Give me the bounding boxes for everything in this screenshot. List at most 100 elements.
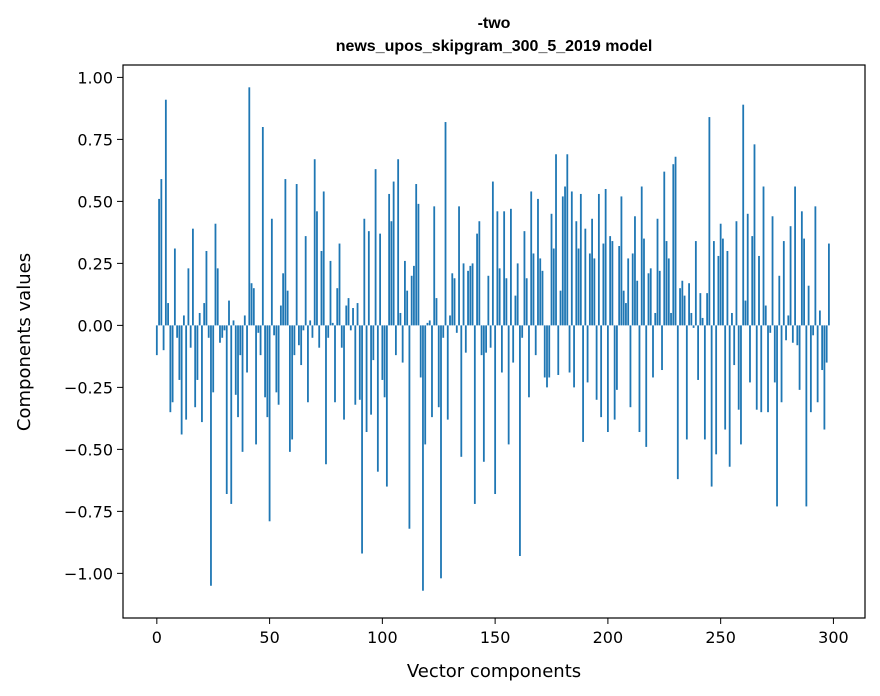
bar-84 [345,305,348,326]
y-axis-ticks: 1.00 0.75 0.50 0.25 0.00 −0.25 −0.50 −0.75 −1.00 [64,68,123,583]
y-tick-label: −0.75 [64,502,113,521]
bar-118 [422,325,424,591]
bar-286 [800,211,803,326]
bar-165 [528,325,530,398]
bar-210 [629,325,632,408]
bar-251 [722,238,724,326]
bar-94 [367,231,370,326]
bar-273 [771,216,774,326]
bar-244 [706,293,709,326]
y-tick-label: −0.25 [64,378,113,397]
bar-209 [627,258,630,326]
bar-108 [399,312,402,326]
bar-46 [259,325,262,356]
bar-296 [823,325,826,430]
y-tick-label: 0.25 [77,254,113,273]
bar-212 [634,216,636,326]
bar-41 [248,87,251,326]
bar-183 [568,325,571,373]
bar-240 [697,325,699,380]
bar-218 [647,273,650,326]
bar-202 [611,241,614,326]
bar-77 [329,260,332,326]
bar-274 [773,325,776,383]
bar-168 [534,325,537,356]
x-tick-label: 0 [152,628,162,647]
bar-135 [460,325,463,457]
bar-288 [805,325,808,507]
bar-242 [701,317,704,326]
bar-161 [519,325,521,556]
bar-124 [435,298,438,326]
bars-group [155,87,830,591]
bar-154 [503,211,506,326]
bar-198 [602,243,605,326]
bar-194 [593,258,596,326]
bar-174 [548,325,551,378]
bar-193 [591,218,593,326]
bar-47 [261,127,264,326]
bar-164 [525,278,528,326]
bar-5 [167,303,169,326]
bar-55 [279,305,282,326]
bar-233 [681,280,684,326]
bar-31 [225,325,228,495]
bar-278 [782,241,785,326]
bar-181 [564,186,566,326]
bar-178 [557,325,560,375]
bar-148 [489,325,492,348]
bar-257 [735,221,738,326]
bar-277 [780,325,783,403]
bar-215 [640,186,643,326]
bar-36 [237,325,239,418]
bar-169 [537,198,539,326]
bar-280 [787,315,790,326]
bar-150 [494,325,497,495]
bar-97 [374,169,377,326]
bar-232 [679,288,681,326]
bar-184 [570,191,573,326]
bar-99 [379,233,381,326]
bar-250 [719,223,722,326]
bar-122 [431,325,433,418]
bar-25 [212,325,215,393]
bar-33 [230,325,233,504]
bar-10 [178,325,181,380]
bar-219 [649,268,652,326]
bar-21 [203,303,206,326]
bar-155 [505,278,508,326]
bar-93 [365,325,368,433]
bar-102 [385,325,388,487]
bar-158 [512,325,515,363]
bar-115 [415,184,418,326]
bar-227 [667,258,670,326]
bar-152 [498,268,501,326]
bar-7 [171,325,174,403]
bar-4 [164,99,167,326]
bar-206 [620,196,623,326]
bar-16 [192,228,194,326]
bar-171 [541,270,544,326]
bar-205 [618,246,621,326]
bar-64 [300,325,303,366]
bar-91 [361,325,363,554]
bar-140 [471,263,474,326]
bar-53 [275,325,278,393]
bar-66 [304,236,307,326]
x-tick-label: 200 [593,628,624,647]
bar-159 [514,295,517,326]
bar-221 [654,312,657,326]
bar-163 [523,231,526,326]
bar-0 [155,325,158,356]
bar-42 [250,283,253,326]
x-axis-ticks: 0 50 100 150 200 250 300 [152,618,849,647]
bar-199 [604,188,607,326]
bar-26 [214,223,217,326]
bar-37 [239,325,242,356]
bar-133 [455,325,458,333]
bar-125 [437,325,440,408]
bar-131 [451,273,454,326]
bar-236 [688,283,690,326]
bar-130 [449,315,451,326]
bar-22 [205,250,208,326]
